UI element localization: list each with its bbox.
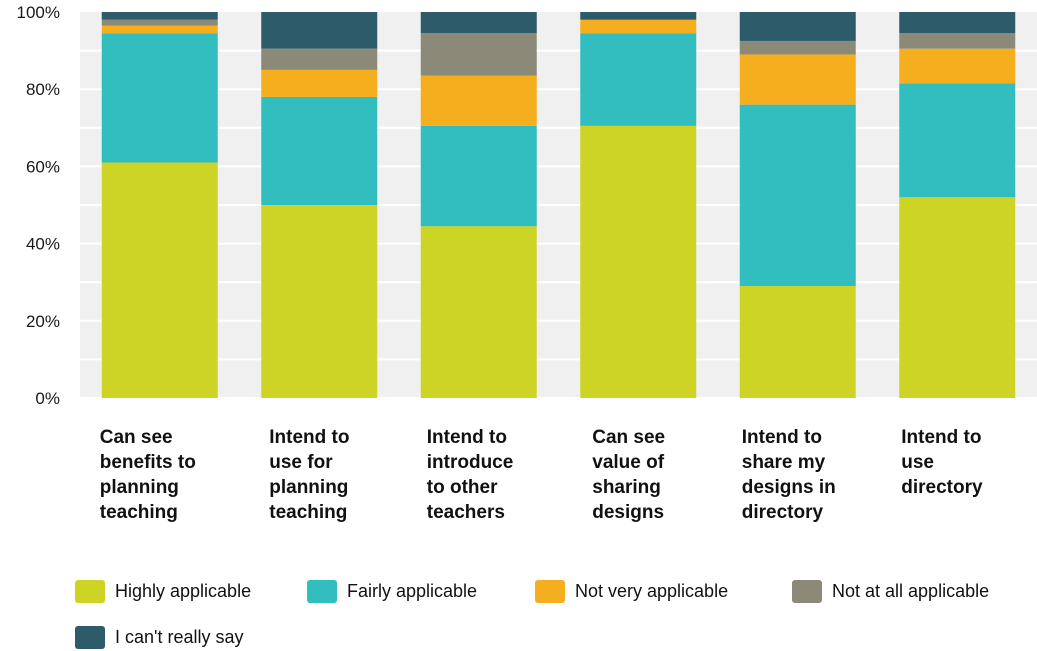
bar-segment-4-3	[580, 12, 697, 20]
gridlines	[80, 49, 1037, 399]
x-tick-label: Can see benefits to planning teaching	[99, 427, 196, 523]
bars	[101, 12, 1016, 399]
y-axis-ticks: 0% 20% 40% 60% 80% 100%	[17, 3, 60, 408]
bar-segment-2-2	[420, 75, 537, 126]
y-tick-label: 100%	[17, 3, 60, 22]
bar-segment-2-5	[899, 48, 1016, 84]
bar-segment-2-0	[101, 25, 218, 34]
bar-segment-0-4	[739, 286, 856, 398]
bar-segment-1-5	[899, 83, 1016, 198]
bar-segment-4-4	[739, 12, 856, 41]
bar-segment-4-1	[261, 12, 378, 49]
bar-segment-3-4	[739, 40, 856, 55]
y-tick-label: 60%	[26, 157, 60, 176]
bar-segment-3-1	[261, 48, 378, 70]
bar-segment-1-3	[580, 33, 697, 126]
bar-segment-1-1	[261, 96, 378, 205]
x-tick-label: Intend to use directory	[901, 427, 983, 498]
bar-segment-3-0	[101, 19, 218, 26]
y-tick-label: 80%	[26, 80, 60, 99]
bar-segment-0-2	[420, 226, 537, 398]
x-tick-label: Intend to use for planning teaching	[269, 427, 350, 523]
bar-segment-4-0	[101, 12, 218, 20]
y-tick-label: 0%	[35, 389, 60, 408]
bar-segment-0-0	[101, 162, 218, 398]
bar-segment-3-2	[420, 33, 537, 76]
bar-segment-3-5	[899, 33, 1016, 49]
bar-segment-4-2	[420, 12, 537, 34]
bar-segment-2-4	[739, 54, 856, 105]
bar-segment-0-5	[899, 197, 1016, 398]
y-tick-label: 40%	[26, 235, 60, 254]
x-tick-label: Intend to share my designs in directory	[741, 427, 836, 523]
y-tick-label: 20%	[26, 312, 60, 331]
x-tick-label: Intend to introduce to other teachers	[426, 427, 514, 523]
bar-segment-1-4	[739, 104, 856, 287]
bar-segment-1-2	[420, 125, 537, 227]
bar-segment-1-0	[101, 33, 218, 163]
bar-segment-0-3	[580, 125, 697, 399]
x-tick-label: Can see value of sharing designs	[592, 427, 666, 523]
bar-segment-4-5	[899, 12, 1016, 34]
bar-segment-2-3	[580, 19, 697, 34]
bar-segment-2-1	[261, 69, 378, 97]
bar-segment-0-1	[261, 205, 378, 398]
